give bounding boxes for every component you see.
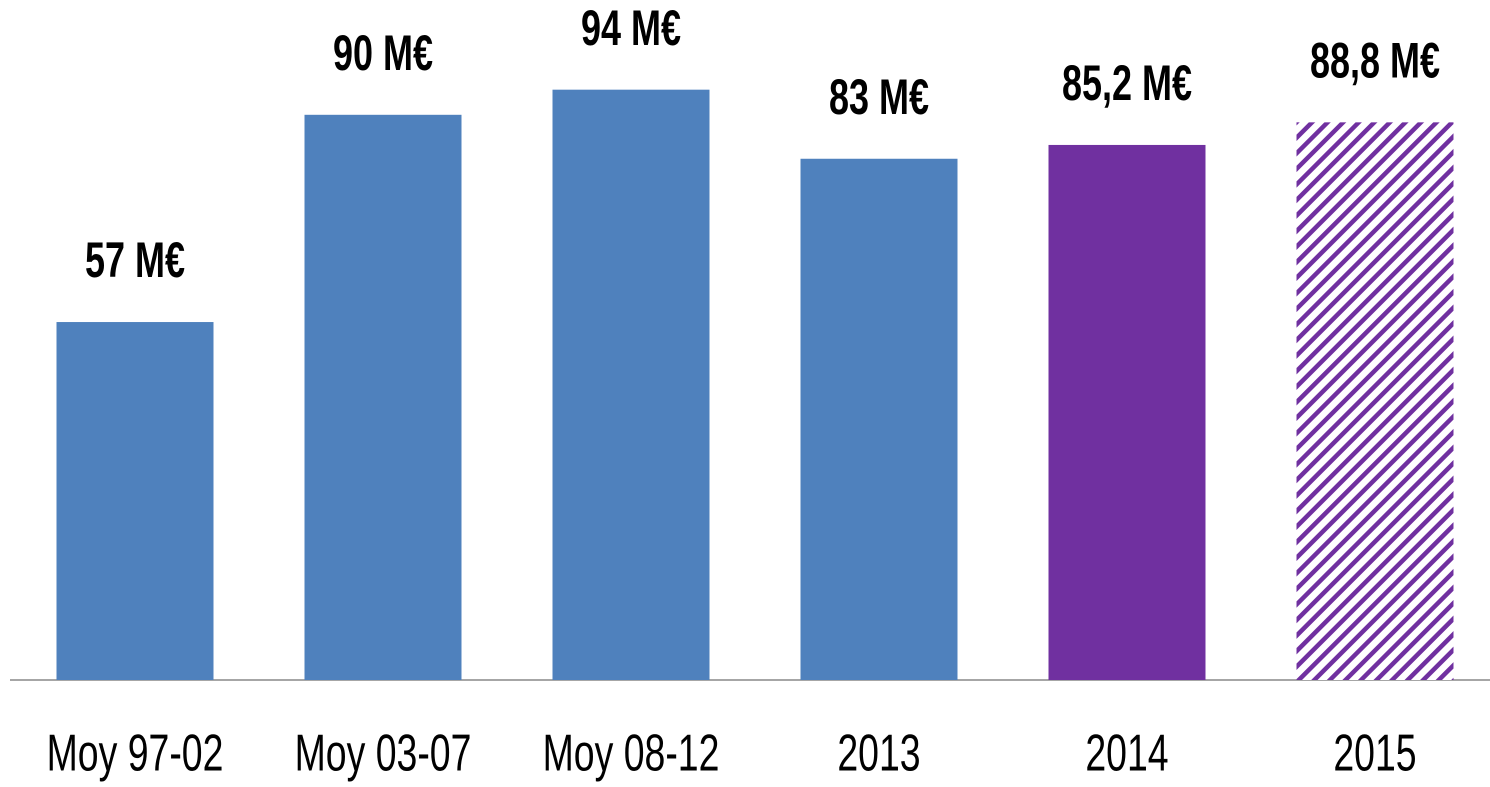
bar: [56, 322, 214, 680]
bar: [1296, 122, 1454, 680]
data-label: 94 M€: [581, 1, 681, 56]
x-tick-label: Moy 08-12: [543, 724, 720, 783]
data-label: 57 M€: [85, 234, 185, 289]
x-tick-label: 2015: [1333, 724, 1416, 783]
data-label: 85,2 M€: [1062, 57, 1192, 112]
data-label: 90 M€: [333, 26, 433, 81]
data-label: 83 M€: [829, 70, 929, 125]
x-tick-label: Moy 97-02: [47, 724, 224, 783]
bar: [304, 114, 462, 681]
bar: [800, 158, 958, 680]
x-tick-label: Moy 03-07: [295, 724, 472, 783]
bar: [1048, 144, 1206, 681]
bar: [552, 89, 710, 681]
x-tick-label: 2013: [837, 724, 920, 783]
data-label: 88,8 M€: [1310, 34, 1440, 89]
x-tick-label: 2014: [1085, 724, 1168, 783]
